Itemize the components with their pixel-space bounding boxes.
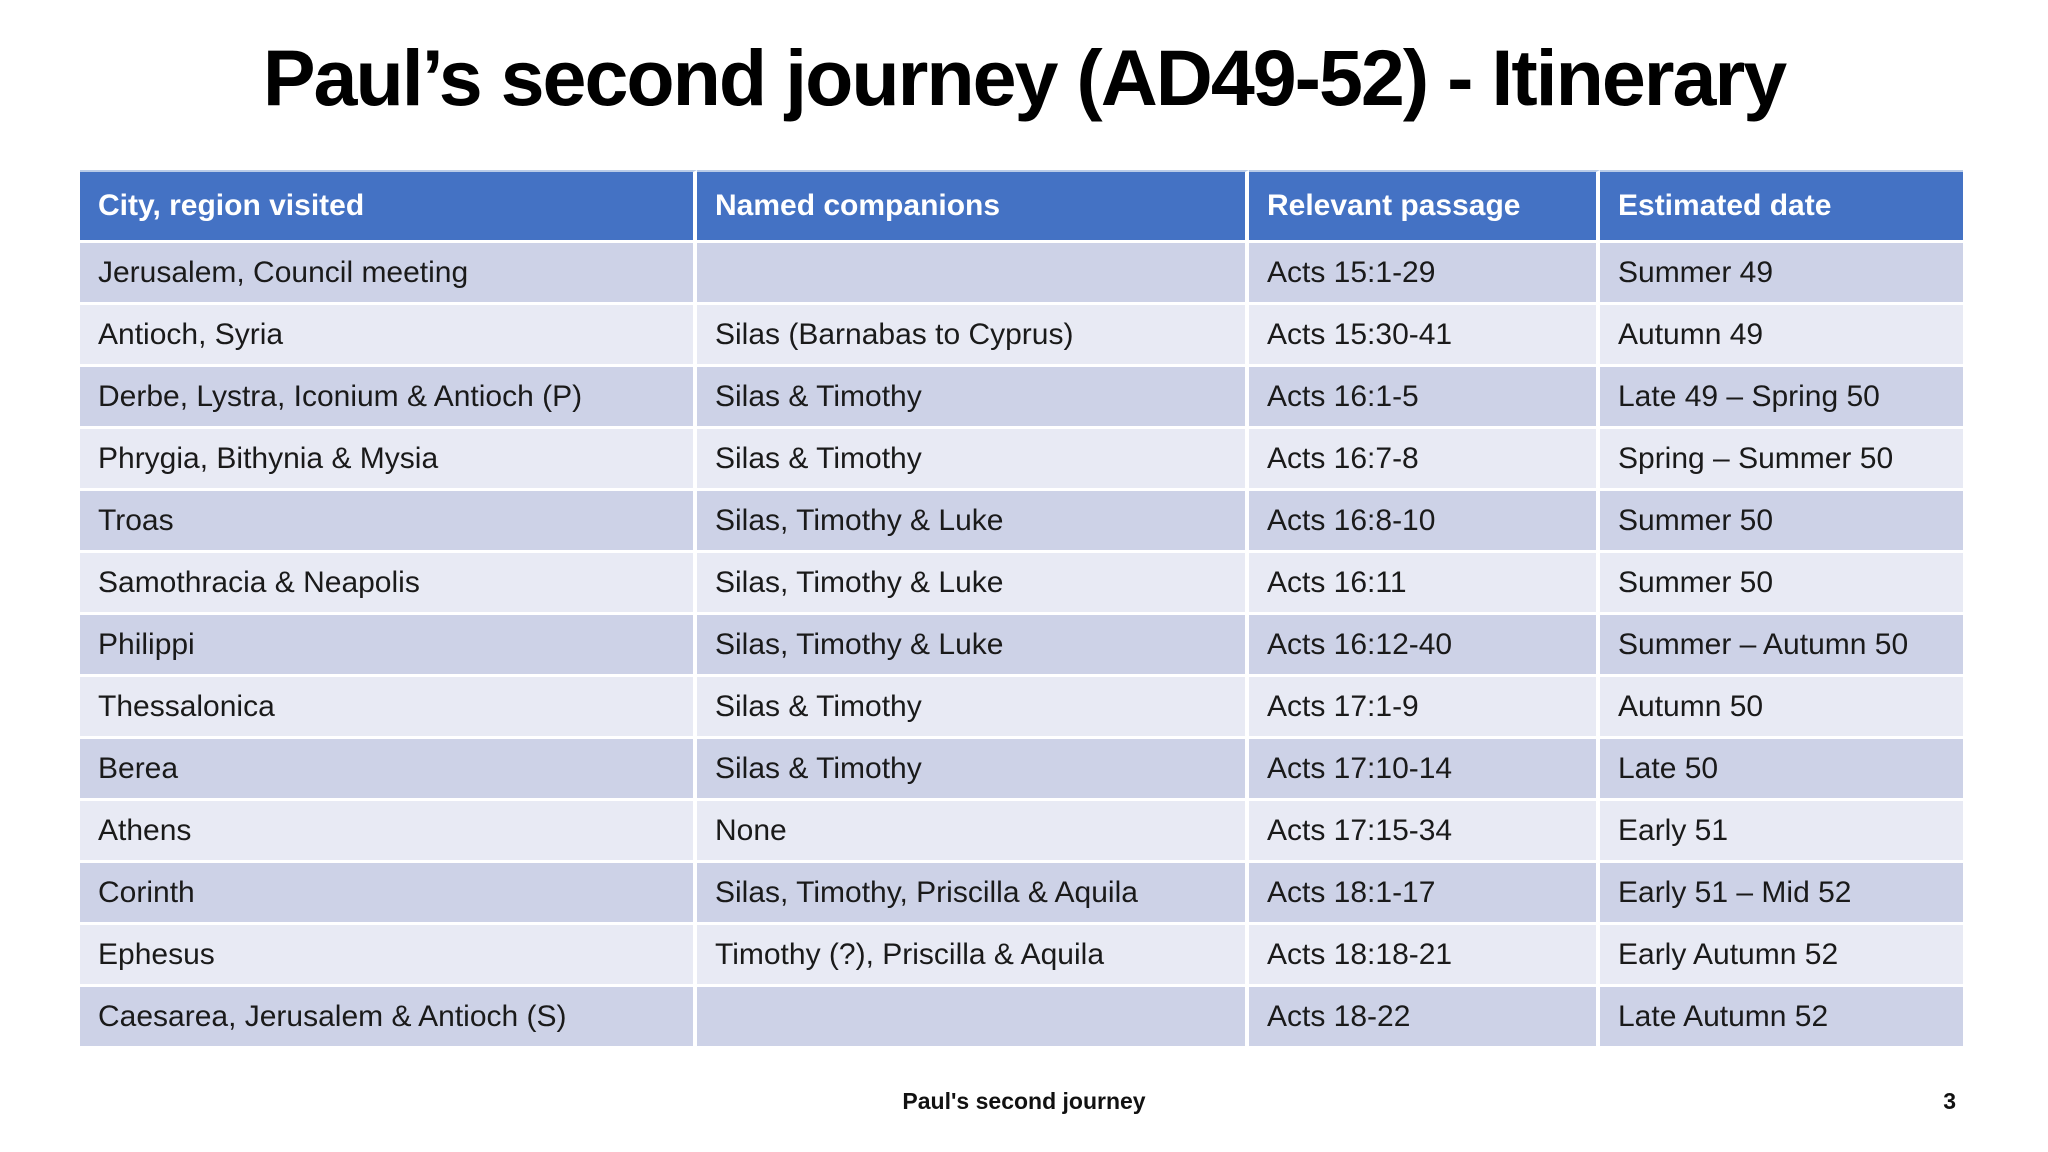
cell-city: Ephesus [80, 925, 697, 987]
table-row: Corinth Silas, Timothy, Priscilla & Aquil… [80, 863, 1963, 925]
cell-passage: Acts 17:15-34 [1249, 801, 1600, 863]
column-header-companions: Named companions [697, 170, 1249, 243]
cell-companions: Silas & Timothy [697, 677, 1249, 739]
table-row: Berea Silas & Timothy Acts 17:10-14 Late 50 [80, 739, 1963, 801]
cell-companions: Silas, Timothy & Luke [697, 615, 1249, 677]
cell-date: Autumn 49 [1600, 305, 1963, 367]
cell-city: Jerusalem, Council meeting [80, 243, 697, 305]
cell-date: Early Autumn 52 [1600, 925, 1963, 987]
cell-passage: Acts 18-22 [1249, 987, 1600, 1049]
table-header-row: City, region visited Named companions Re… [80, 170, 1963, 243]
cell-date: Spring – Summer 50 [1600, 429, 1963, 491]
column-header-date: Estimated date [1600, 170, 1963, 243]
cell-date: Autumn 50 [1600, 677, 1963, 739]
table-row: Ephesus Timothy (?), Priscilla & Aquila Ac… [80, 925, 1963, 987]
cell-city: Derbe, Lystra, Iconium & Antioch (P) [80, 367, 697, 429]
cell-city: Athens [80, 801, 697, 863]
cell-passage: Acts 16:11 [1249, 553, 1600, 615]
page-number: 3 [1943, 1088, 1956, 1114]
cell-date: Summer 49 [1600, 243, 1963, 305]
cell-companions: Silas, Timothy & Luke [697, 491, 1249, 553]
cell-companions: Silas & Timothy [697, 367, 1249, 429]
cell-passage: Acts 16:12-40 [1249, 615, 1600, 677]
column-header-city: City, region visited [80, 170, 697, 243]
cell-passage: Acts 16:1-5 [1249, 367, 1600, 429]
slide-footer: Paul's second journey [902, 1088, 1146, 1114]
table-row: Phrygia, Bithynia & Mysia Silas & Timothy… [80, 429, 1963, 491]
table-row: Athens None Acts 17:15-34 Early 51 [80, 801, 1963, 863]
cell-city: Troas [80, 491, 697, 553]
cell-city: Thessalonica [80, 677, 697, 739]
cell-city: Phrygia, Bithynia & Mysia [80, 429, 697, 491]
cell-date: Summer – Autumn 50 [1600, 615, 1963, 677]
table-row: Philippi Silas, Timothy & Luke Acts 16:12-… [80, 615, 1963, 677]
cell-passage: Acts 15:30-41 [1249, 305, 1600, 367]
table-row: Samothracia & Neapolis Silas, Timothy & L… [80, 553, 1963, 615]
cell-date: Early 51 [1600, 801, 1963, 863]
cell-passage: Acts 18:18-21 [1249, 925, 1600, 987]
slide-title: Paul’s second journey (AD49-52) - Itiner… [262, 33, 1787, 122]
cell-companions: Timothy (?), Priscilla & Aquila [697, 925, 1249, 987]
cell-companions: None [697, 801, 1249, 863]
cell-city: Corinth [80, 863, 697, 925]
cell-passage: Acts 17:1-9 [1249, 677, 1600, 739]
table-row: Thessalonica Silas & Timothy Acts 17:1-9 Au… [80, 677, 1963, 739]
cell-date: Late 50 [1600, 739, 1963, 801]
cell-companions: Silas, Timothy & Luke [697, 553, 1249, 615]
itinerary-table: City, region visited Named companions Re… [80, 170, 1963, 1049]
cell-city: Berea [80, 739, 697, 801]
cell-date: Summer 50 [1600, 553, 1963, 615]
cell-companions [697, 987, 1249, 1049]
cell-date: Late Autumn 52 [1600, 987, 1963, 1049]
table-body: Jerusalem, Council meeting Acts 15:1-29 Su… [80, 243, 1963, 1049]
table-row: Derbe, Lystra, Iconium & Antioch (P) Sila… [80, 367, 1963, 429]
table-row: Troas Silas, Timothy & Luke Acts 16:8-10 Su… [80, 491, 1963, 553]
cell-date: Summer 50 [1600, 491, 1963, 553]
cell-companions: Silas & Timothy [697, 429, 1249, 491]
cell-city: Philippi [80, 615, 697, 677]
cell-companions: Silas, Timothy, Priscilla & Aquila [697, 863, 1249, 925]
table-row: Jerusalem, Council meeting Acts 15:1-29 Su… [80, 243, 1963, 305]
table-row: Antioch, Syria Silas (Barnabas to Cyprus)… [80, 305, 1963, 367]
cell-companions: Silas (Barnabas to Cyprus) [697, 305, 1249, 367]
column-header-passage: Relevant passage [1249, 170, 1600, 243]
cell-city: Antioch, Syria [80, 305, 697, 367]
cell-passage: Acts 18:1-17 [1249, 863, 1600, 925]
table-row: Caesarea, Jerusalem & Antioch (S) Acts 18… [80, 987, 1963, 1049]
cell-passage: Acts 15:1-29 [1249, 243, 1600, 305]
cell-passage: Acts 16:8-10 [1249, 491, 1600, 553]
cell-date: Late 49 – Spring 50 [1600, 367, 1963, 429]
cell-companions: Silas & Timothy [697, 739, 1249, 801]
cell-passage: Acts 17:10-14 [1249, 739, 1600, 801]
cell-city: Caesarea, Jerusalem & Antioch (S) [80, 987, 697, 1049]
cell-city: Samothracia & Neapolis [80, 553, 697, 615]
cell-passage: Acts 16:7-8 [1249, 429, 1600, 491]
cell-date: Early 51 – Mid 52 [1600, 863, 1963, 925]
cell-companions [697, 243, 1249, 305]
